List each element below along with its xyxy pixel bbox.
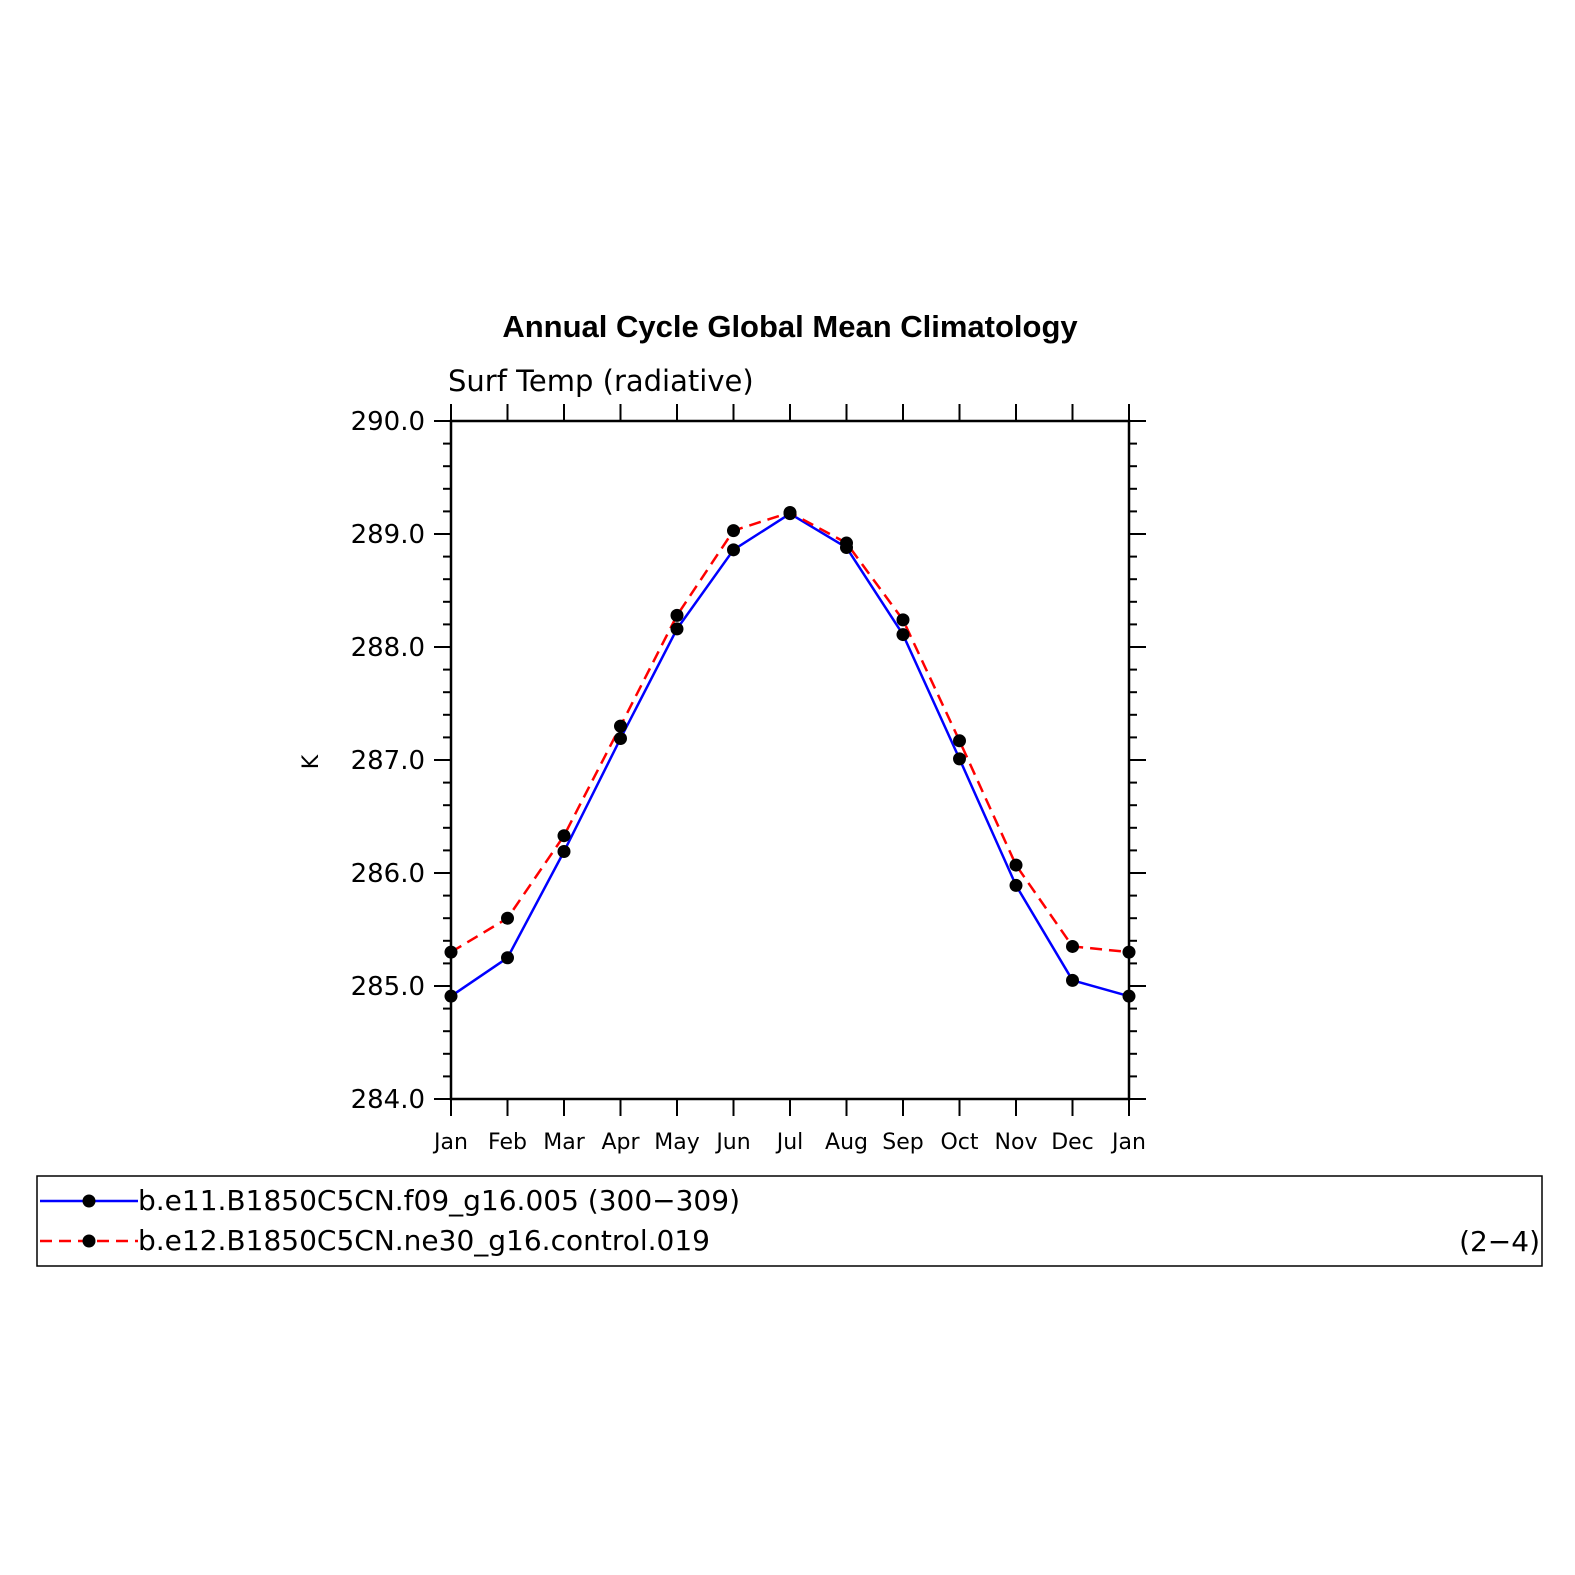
x-tick-label: Aug xyxy=(825,1130,868,1155)
series-line-2 xyxy=(450,511,1130,954)
x-tick-label: Jun xyxy=(714,1130,750,1155)
legend-marker-2 xyxy=(82,1234,96,1248)
series-1-point xyxy=(614,732,627,746)
series-2-point xyxy=(727,524,740,538)
y-tick-label: 290.0 xyxy=(351,407,425,437)
series-line-1 xyxy=(450,512,1130,998)
series-1-point xyxy=(670,622,684,636)
series-2-point xyxy=(1122,945,1136,959)
x-tick-label: Jul xyxy=(775,1130,804,1155)
chart-title: Annual Cycle Global Mean Climatology xyxy=(502,309,1078,344)
y-tick-label: 289.0 xyxy=(351,520,425,550)
legend-note: (2−4) xyxy=(1459,1225,1540,1258)
legend: b.e11.B1850C5CN.f09_g16.005 (300−309) b.e… xyxy=(40,1184,740,1257)
series-lines xyxy=(444,506,1136,1003)
x-tick-label: May xyxy=(654,1130,699,1155)
y-tick-label: 287.0 xyxy=(351,746,425,776)
series-1-point xyxy=(896,628,910,642)
series-1-point xyxy=(1066,973,1079,987)
series-2-point xyxy=(840,536,853,550)
series-1-point xyxy=(1122,989,1136,1003)
series-2-point xyxy=(896,613,910,627)
chart-subtitle: Surf Temp (radiative) xyxy=(448,364,754,398)
legend-label-1: b.e11.B1850C5CN.f09_g16.005 (300−309) xyxy=(138,1184,740,1217)
tick-labels: 290.0 289.0 288.0 287.0 286.0 285.0 284.0 Jan Fe… xyxy=(351,407,1146,1155)
series-2-point xyxy=(501,911,514,925)
series-1-point xyxy=(727,543,740,557)
x-tick-label: Feb xyxy=(488,1130,527,1155)
y-tick-label: 285.0 xyxy=(351,972,425,1002)
axis-ticks xyxy=(434,404,1146,1116)
series-2-point xyxy=(1009,858,1023,872)
series-2-point xyxy=(783,506,797,520)
series-1-point xyxy=(557,845,571,859)
series-2-point xyxy=(557,829,571,843)
x-tick-label: Jan xyxy=(1110,1130,1146,1155)
series-2-point xyxy=(614,719,627,733)
series-1-point xyxy=(1009,878,1023,892)
x-tick-label: Apr xyxy=(601,1130,640,1155)
y-axis-label: K xyxy=(299,754,324,769)
y-tick-label: 288.0 xyxy=(351,633,425,663)
series-2-point xyxy=(670,608,684,622)
x-tick-label: Mar xyxy=(543,1130,585,1155)
plot-frame xyxy=(449,419,1131,1101)
y-tick-label: 286.0 xyxy=(351,859,425,889)
series-1-point xyxy=(501,951,514,965)
legend-label-2: b.e12.B1850C5CN.ne30_g16.control.019 xyxy=(138,1224,710,1257)
x-tick-label: Nov xyxy=(995,1130,1038,1155)
series-2-point xyxy=(1066,939,1079,953)
series-1-point xyxy=(444,989,458,1003)
x-tick-label: Dec xyxy=(1051,1130,1094,1155)
x-tick-label: Sep xyxy=(882,1130,923,1155)
legend-box xyxy=(36,1175,1543,1267)
series-1-point xyxy=(953,752,966,766)
legend-marker-1 xyxy=(82,1194,96,1208)
series-2-point xyxy=(953,734,966,748)
x-tick-label: Jan xyxy=(432,1130,468,1155)
y-tick-label: 284.0 xyxy=(351,1085,425,1115)
x-tick-label: Oct xyxy=(940,1130,978,1155)
series-2-point xyxy=(444,945,458,959)
